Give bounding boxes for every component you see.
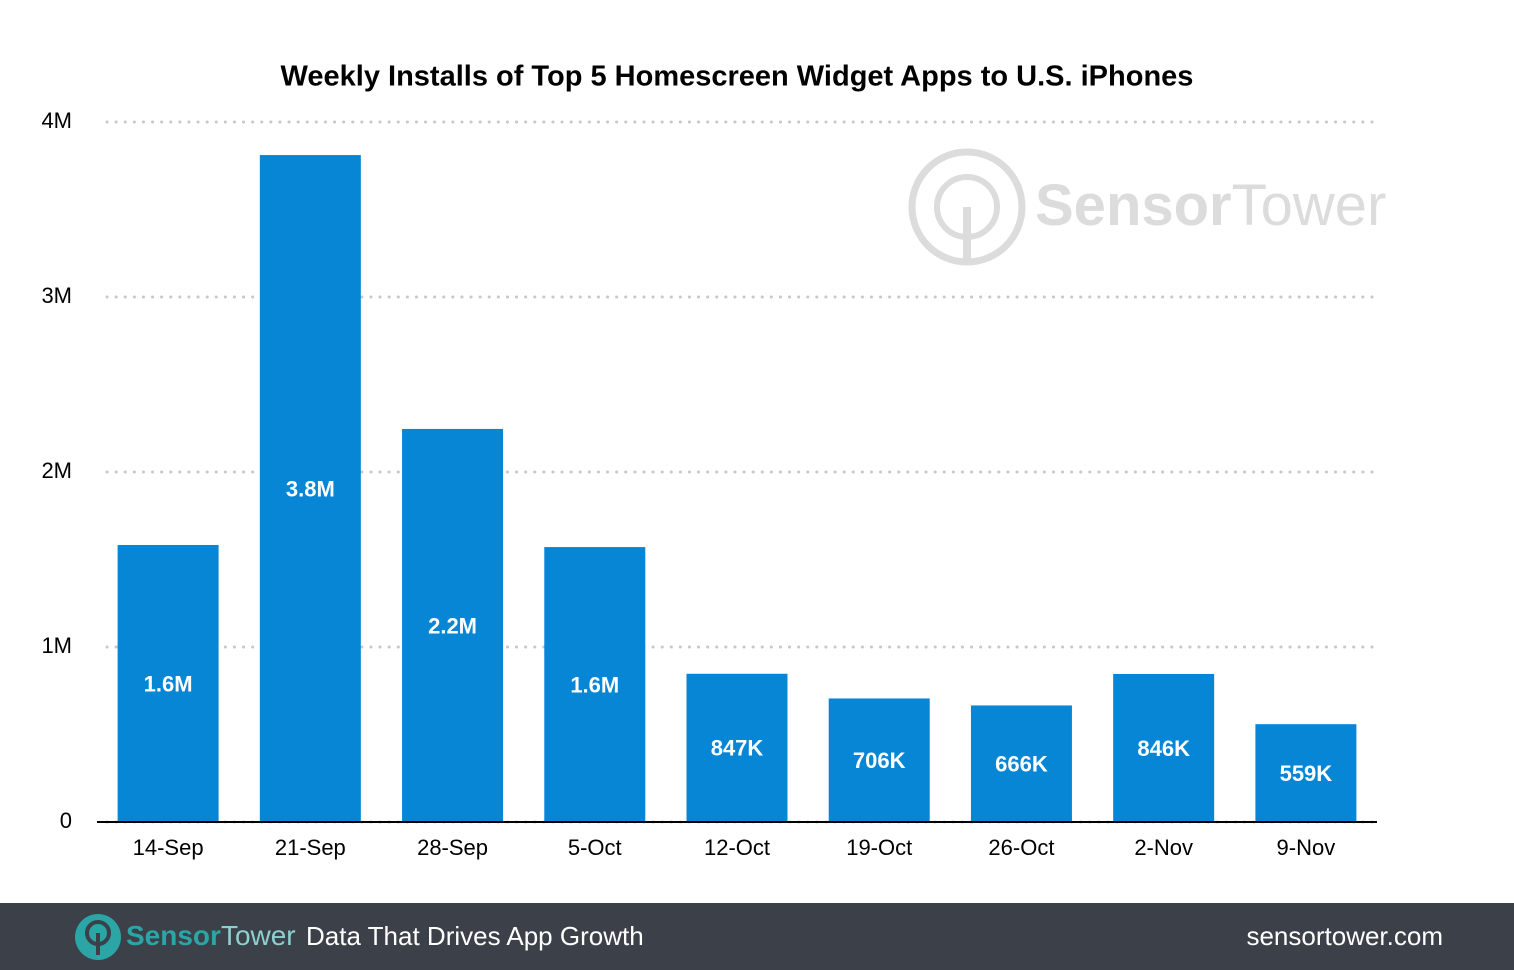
x-tick-label: 12-Oct <box>704 835 770 860</box>
y-tick-label: 3M <box>41 283 72 308</box>
value-label: 1.6M <box>570 672 619 697</box>
y-tick-label: 4M <box>41 108 72 133</box>
plot: 0 1M 2M 3M 4M 14-Sep 1.6M 21-Sep 3.8M 28-Sep 2.2M 5… <box>41 108 1377 860</box>
y-tick-label: 1M <box>41 633 72 658</box>
value-label: 706K <box>853 748 906 773</box>
bar <box>1113 673 1215 822</box>
value-label: 846K <box>1137 736 1190 761</box>
footer <box>0 903 1514 970</box>
value-label: 559K <box>1280 761 1333 786</box>
footer-tagline: Data That Drives App Growth <box>306 921 644 951</box>
footer-url: sensortower.com <box>1246 921 1443 951</box>
bar <box>402 428 504 822</box>
bar <box>970 705 1072 822</box>
bar <box>828 698 930 822</box>
watermark: SensorTower <box>908 148 1386 266</box>
bar <box>259 155 361 822</box>
footer-logo-sensor: Sensor <box>126 920 221 951</box>
value-label: 847K <box>711 736 764 761</box>
watermark-text: SensorTower <box>1035 173 1386 238</box>
value-label: 1.6M <box>144 671 193 696</box>
value-label: 666K <box>995 752 1048 777</box>
footer-logo-text: SensorTower <box>126 920 296 951</box>
value-label: 3.8M <box>286 476 335 501</box>
bar <box>686 673 788 822</box>
x-tick-label: 5-Oct <box>568 835 622 860</box>
x-tick-label: 14-Sep <box>133 835 204 860</box>
footer-logo-tower: Tower <box>221 920 296 951</box>
x-tick-label: 2-Nov <box>1134 835 1193 860</box>
chart-title: Weekly Installs of Top 5 Homescreen Widg… <box>281 61 1194 93</box>
watermark-sensor: Sensor <box>1035 173 1232 238</box>
x-tick-label: 19-Oct <box>846 835 912 860</box>
x-tick-label: 9-Nov <box>1277 835 1336 860</box>
y-tick-label: 0 <box>60 808 72 833</box>
value-label: 2.2M <box>428 613 477 638</box>
bar <box>117 544 219 822</box>
y-tick-label: 2M <box>41 458 72 483</box>
x-tick-label: 21-Sep <box>275 835 346 860</box>
x-tick-label: 28-Sep <box>417 835 488 860</box>
watermark-tower: Tower <box>1232 173 1387 238</box>
x-tick-label: 26-Oct <box>988 835 1054 860</box>
bar <box>544 547 646 822</box>
bar <box>1255 724 1357 822</box>
